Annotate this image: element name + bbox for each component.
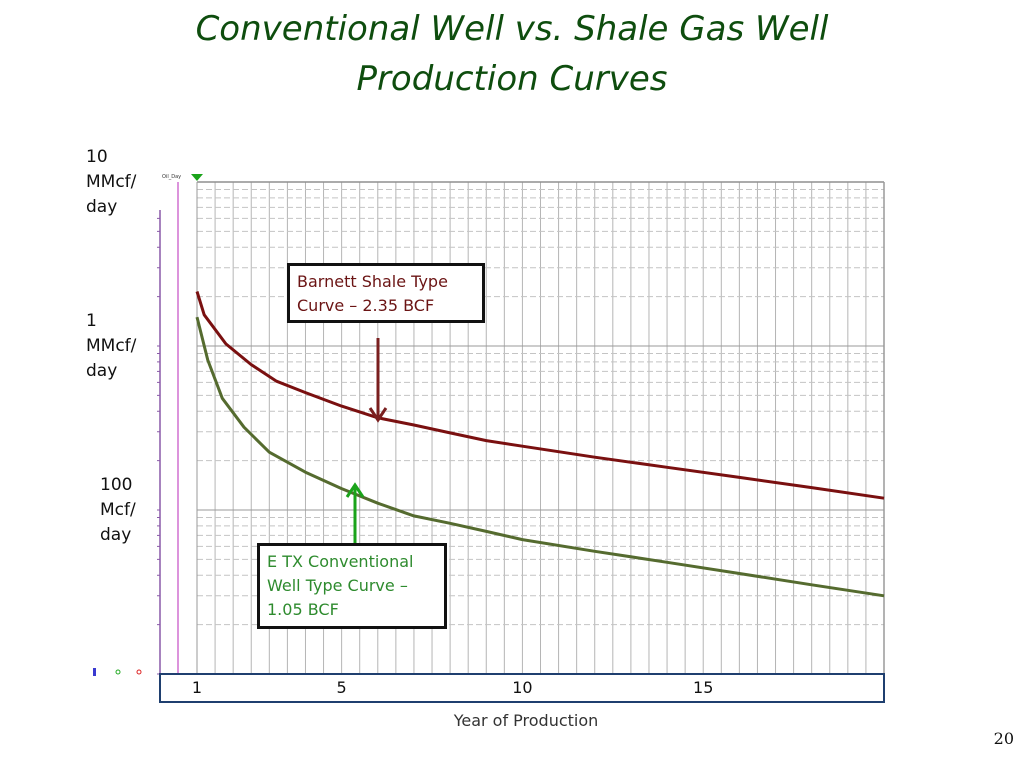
shale-callout-arrow bbox=[368, 338, 388, 423]
x-axis-band bbox=[159, 673, 885, 703]
title-line-2: Production Curves bbox=[356, 59, 668, 99]
y-tick-label-100mcf: 100 Mcf/ day bbox=[100, 475, 136, 545]
title-line-1: Conventional Well vs. Shale Gas Well bbox=[195, 9, 829, 49]
x-tick-label: 5 bbox=[337, 678, 347, 697]
legend-glyph-blue bbox=[93, 668, 96, 676]
x-axis-title: Year of Production bbox=[453, 711, 599, 730]
page-number: 20 bbox=[993, 729, 1014, 748]
chart-series bbox=[195, 291, 885, 598]
day-marker-label: Oil_Day bbox=[162, 174, 181, 180]
day-marker: Oil_Day bbox=[93, 174, 203, 676]
legend-glyph-green bbox=[115, 669, 121, 675]
x-tick-label: 1 bbox=[192, 678, 202, 697]
day-marker-icon bbox=[191, 174, 203, 181]
x-tick-label: 10 bbox=[512, 678, 532, 697]
conventional-curve-callout: E TX Conventional Well Type Curve – 1.05… bbox=[257, 543, 447, 629]
y-tick-label-10mmcf: 10 MMcf/ day bbox=[86, 147, 137, 217]
legend-glyph-red bbox=[136, 669, 142, 675]
shale-type-curve bbox=[195, 291, 885, 500]
conventional-type-curve bbox=[195, 316, 885, 598]
slide-title: Conventional Well vs. Shale Gas Well Pro… bbox=[0, 4, 1024, 104]
shale-curve-callout: Barnett Shale Type Curve – 2.35 BCF bbox=[287, 263, 485, 323]
x-tick-label: 15 bbox=[693, 678, 713, 697]
y-tick-label-1mmcf: 1 MMcf/ day bbox=[86, 311, 137, 381]
conventional-callout-arrow bbox=[345, 482, 365, 543]
shale-callout-arrow-head bbox=[368, 407, 388, 423]
conventional-callout-arrow-head bbox=[345, 482, 365, 498]
callout-arrows bbox=[345, 338, 388, 543]
